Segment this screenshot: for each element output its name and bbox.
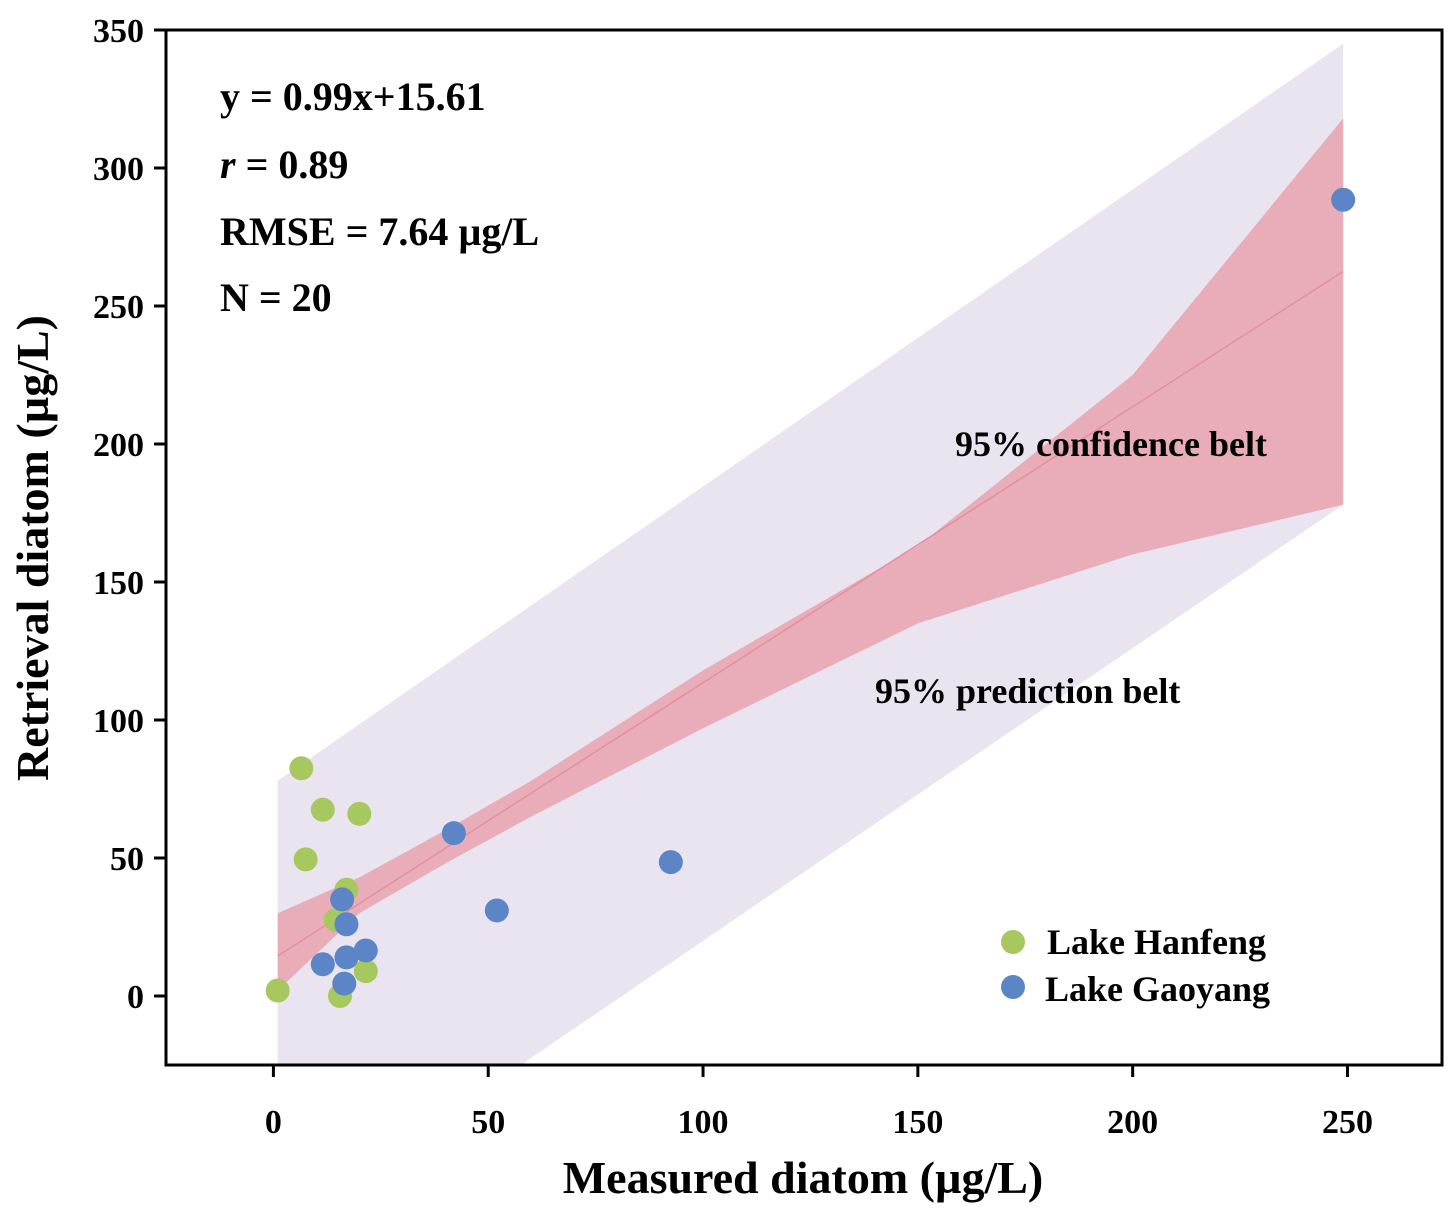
y-tick-label-150: 150 bbox=[93, 565, 144, 602]
x-tick-label-0: 0 bbox=[265, 1104, 282, 1141]
y-tick-label-300: 300 bbox=[93, 151, 144, 188]
y-axis-title: Retrieval diatom (µg/L) bbox=[7, 315, 58, 781]
data-point-lake-hanfeng-7 bbox=[265, 978, 290, 1003]
r-symbol: r bbox=[220, 142, 236, 187]
r-label: r = 0.89 bbox=[220, 142, 348, 187]
legend-label-lake-gaoyang: Lake Gaoyang bbox=[1045, 969, 1270, 1009]
x-tick-label-150: 150 bbox=[892, 1104, 943, 1141]
y-tick-label-100: 100 bbox=[93, 703, 144, 740]
x-tick-label-50: 50 bbox=[471, 1104, 505, 1141]
data-point-lake-hanfeng-6 bbox=[353, 959, 378, 984]
legend: Lake Hanfeng Lake Gaoyang bbox=[1001, 922, 1270, 1009]
confidence-belt-label: 95% confidence belt bbox=[955, 424, 1267, 464]
y-tick-label-250: 250 bbox=[93, 289, 144, 326]
data-point-lake-gaoyang-0 bbox=[1331, 187, 1356, 212]
legend-marker-lake-gaoyang bbox=[1001, 975, 1025, 999]
x-tick-label-250: 250 bbox=[1322, 1104, 1373, 1141]
y-tick-label-50: 50 bbox=[110, 841, 144, 878]
plot-frame bbox=[164, 28, 1444, 1067]
equation-label: y = 0.99x+15.61 bbox=[220, 74, 486, 119]
r-value: = 0.89 bbox=[236, 142, 349, 187]
x-axis-ticks: 0 50 100 150 200 250 bbox=[265, 1065, 1373, 1141]
data-point-lake-gaoyang-1 bbox=[441, 821, 466, 846]
rmse-label: RMSE = 7.64 µg/L bbox=[220, 209, 539, 254]
data-point-lake-gaoyang-9 bbox=[332, 971, 357, 996]
n-label: N = 20 bbox=[220, 275, 332, 320]
data-point-lake-hanfeng-2 bbox=[347, 801, 372, 826]
data-points bbox=[265, 187, 1356, 1008]
legend-marker-lake-hanfeng bbox=[1001, 930, 1025, 954]
legend-label-lake-hanfeng: Lake Hanfeng bbox=[1047, 922, 1266, 962]
data-point-lake-hanfeng-3 bbox=[293, 847, 318, 872]
data-point-lake-gaoyang-2 bbox=[658, 850, 683, 875]
data-point-lake-hanfeng-1 bbox=[310, 797, 335, 822]
data-point-lake-gaoyang-4 bbox=[330, 887, 355, 912]
x-tick-label-200: 200 bbox=[1107, 1104, 1158, 1141]
y-tick-label-350: 350 bbox=[93, 13, 144, 50]
y-axis-ticks: 0 50 100 150 200 250 300 350 bbox=[93, 13, 166, 1016]
y-tick-label-200: 200 bbox=[93, 427, 144, 464]
data-point-lake-gaoyang-6 bbox=[353, 938, 378, 963]
confidence-belt bbox=[277, 118, 1344, 991]
data-point-lake-gaoyang-3 bbox=[484, 898, 509, 923]
y-tick-label-0: 0 bbox=[127, 979, 144, 1016]
prediction-belt-label: 95% prediction belt bbox=[875, 671, 1180, 711]
data-point-lake-gaoyang-5 bbox=[334, 912, 359, 937]
x-axis-title: Measured diatom (µg/L) bbox=[563, 1152, 1044, 1203]
data-point-lake-hanfeng-0 bbox=[289, 756, 314, 781]
data-point-lake-gaoyang-7 bbox=[334, 945, 359, 970]
data-point-lake-gaoyang-8 bbox=[310, 952, 335, 977]
x-tick-label-100: 100 bbox=[678, 1104, 729, 1141]
